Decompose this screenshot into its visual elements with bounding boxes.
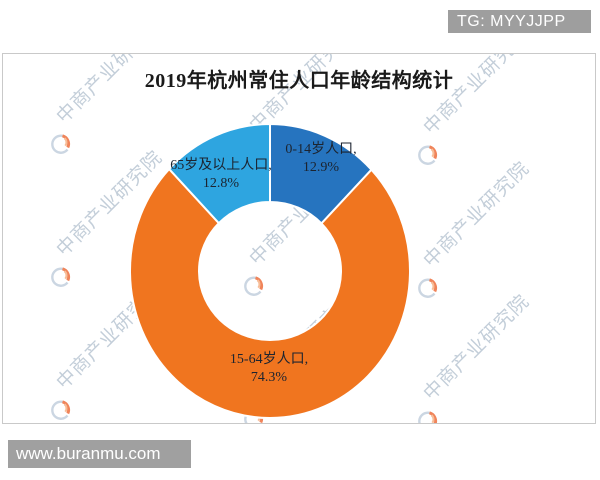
- watermark: 中商产业研究院: [242, 156, 360, 297]
- watermark-logo-icon: [418, 411, 437, 423]
- data-label-0: 0-14岁人口, 12.9%: [285, 142, 357, 175]
- chart-panel: 中商产业研究院 中商产业研究院 中商产业研究院 中商产业研究院 中商产业研究院: [2, 53, 596, 424]
- chart-title: 2019年杭州常住人口年龄结构统计: [144, 70, 454, 92]
- donut-chart: [129, 122, 411, 419]
- watermark-logo-icon: [418, 278, 437, 298]
- watermark: 中商产业研究院: [416, 54, 534, 166]
- url-badge: www.buranmu.com: [8, 440, 191, 468]
- tg-badge-text: TG: MYYJJPP: [457, 13, 566, 30]
- watermark-logo-icon: [244, 276, 263, 296]
- data-label-1: 15-64岁人口, 74.3%: [229, 352, 309, 385]
- watermark: 中商产业研究院: [49, 147, 167, 288]
- watermark-logo-icon: [51, 134, 70, 154]
- data-label-2: 65岁及以上人口, 12.8%: [170, 158, 272, 191]
- watermark: 中商产业研究院: [49, 54, 167, 155]
- tg-badge: TG: MYYJJPP: [448, 10, 591, 33]
- watermark-logo-icon: [418, 145, 437, 165]
- watermark: 中商产业研究院: [49, 280, 167, 421]
- watermark: 中商产业研究院: [416, 291, 534, 423]
- watermark: 中商产业研究院: [416, 158, 534, 299]
- pie-slice-2: [167, 122, 271, 225]
- watermark-logo-icon: [51, 400, 70, 420]
- watermark-logo-icon: [51, 267, 70, 287]
- pie-slice-1: [129, 167, 411, 419]
- url-badge-text: www.buranmu.com: [16, 444, 161, 463]
